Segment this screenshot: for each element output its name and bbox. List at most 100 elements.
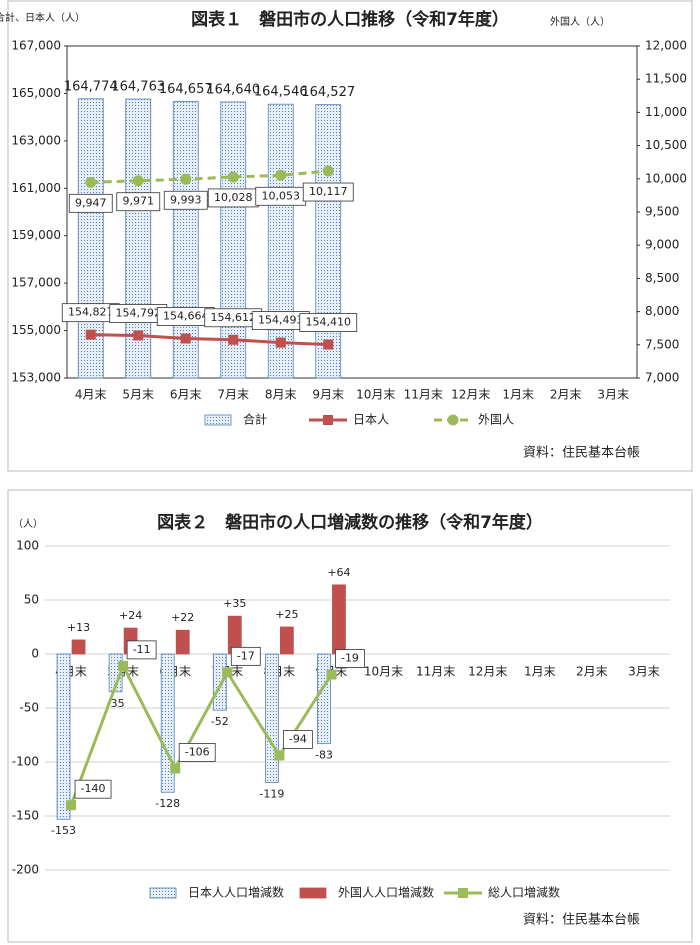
y2-tick-label: 10,000	[645, 171, 687, 185]
data-label: 164,657	[159, 82, 213, 97]
x-tick-label: 10月末	[356, 388, 395, 402]
point	[275, 337, 286, 348]
y2-tick-label: 9,000	[645, 238, 679, 252]
bar	[77, 98, 104, 379]
data-label: 164,527	[301, 85, 355, 100]
y2-tick-label: 9,500	[645, 205, 679, 219]
y-tick-label: 159,000	[11, 228, 61, 242]
data-label: +22	[171, 611, 194, 624]
data-label: -128	[155, 797, 180, 810]
legend-label: 外国人	[478, 413, 514, 427]
x-tick-label: 2月末	[550, 388, 582, 402]
point	[132, 175, 144, 187]
data-label: -52	[211, 715, 229, 728]
data-label: 154,827	[68, 306, 114, 319]
data-label: -17	[237, 649, 255, 662]
y2-tick-label: 11,500	[645, 72, 687, 86]
y-tick-label: 167,000	[11, 39, 61, 53]
y2-tick-label: 10,500	[645, 138, 687, 152]
y2-tick-label: 7,000	[645, 371, 679, 385]
data-label: +13	[67, 621, 90, 634]
y-tick-label: 163,000	[11, 133, 61, 147]
legend-marker	[323, 415, 333, 425]
point	[323, 339, 334, 350]
data-label: -140	[81, 782, 106, 795]
y-axis-label: 合計、日本人（人）	[0, 11, 85, 24]
x-tick-label: 2月末	[576, 665, 608, 679]
point	[66, 800, 77, 811]
x-tick-label: 7月末	[217, 388, 249, 402]
bar	[267, 103, 294, 379]
data-label: 9,947	[75, 196, 107, 209]
line	[90, 169, 329, 184]
legend-marker	[458, 888, 468, 898]
x-tick-label: 12月末	[451, 388, 490, 402]
x-tick-label: 10月末	[364, 665, 403, 679]
bar	[172, 101, 199, 379]
x-tick-label: 3月末	[597, 388, 629, 402]
y-tick-label: -50	[19, 701, 39, 715]
y-tick-label: 157,000	[11, 276, 61, 290]
x-tick-label: 12月末	[468, 665, 507, 679]
data-label: +24	[119, 609, 142, 622]
point	[133, 330, 144, 341]
label-box	[282, 730, 313, 749]
line	[90, 333, 329, 347]
point	[222, 667, 233, 678]
data-label: 9,993	[170, 193, 202, 206]
y-tick-label: 100	[16, 539, 39, 553]
y2-tick-label: 8,000	[645, 304, 679, 318]
label-box	[74, 779, 112, 799]
y2-tick-label: 8,500	[645, 271, 679, 285]
bar	[212, 653, 227, 711]
label-box	[116, 192, 161, 212]
data-label: 154,410	[306, 316, 352, 329]
point	[275, 169, 287, 181]
bar	[279, 626, 294, 655]
y-tick-label: 50	[24, 593, 39, 607]
y-tick-label: -100	[12, 755, 39, 769]
bar	[56, 653, 71, 820]
x-tick-label: 4月末	[75, 388, 107, 402]
x-tick-label: 1月末	[502, 388, 534, 402]
x-tick-label: 3月末	[628, 665, 660, 679]
chart-frame	[7, 489, 693, 943]
data-label: +64	[327, 566, 350, 579]
legend-label: 外国人人口増減数	[338, 885, 434, 900]
x-tick-label: 11月末	[416, 665, 455, 679]
data-label: -11	[133, 643, 151, 656]
data-label: 164,546	[254, 85, 308, 100]
legend-label: 日本人	[353, 413, 389, 427]
label-box	[126, 640, 157, 660]
y-tick-label: 155,000	[11, 323, 61, 337]
legend-label: 合計	[243, 412, 267, 427]
data-label: 154,493	[258, 314, 304, 327]
data-label: -83	[315, 749, 333, 762]
point	[118, 660, 129, 671]
point	[322, 165, 334, 177]
y2-tick-label: 11,000	[645, 105, 687, 119]
label-box	[299, 313, 358, 332]
x-tick-label: 9月末	[312, 388, 344, 402]
data-label: -119	[259, 788, 284, 801]
point	[170, 763, 181, 774]
legend-label: 日本人人口増減数	[188, 885, 284, 900]
plot-frame	[66, 45, 638, 379]
point	[85, 329, 96, 340]
data-label: 9,971	[123, 195, 155, 208]
bar	[332, 584, 346, 655]
label-box	[68, 193, 113, 213]
y2-axis-label: 外国人（人）	[550, 16, 610, 28]
data-label: +35	[223, 597, 246, 610]
bar	[264, 653, 279, 783]
y2-tick-label: 7,500	[645, 337, 679, 351]
bar	[220, 101, 247, 379]
legend-marker	[447, 414, 459, 426]
data-label: 10,028	[214, 191, 253, 204]
y-tick-label: 165,000	[11, 86, 61, 100]
chart-title: 図表１ 磐田市の人口推移（令和7年度）	[191, 9, 509, 30]
chart-title: 図表２ 磐田市の人口増減数の推移（令和7年度）	[157, 512, 543, 533]
data-label: 164,640	[206, 82, 260, 97]
bar	[315, 104, 342, 379]
